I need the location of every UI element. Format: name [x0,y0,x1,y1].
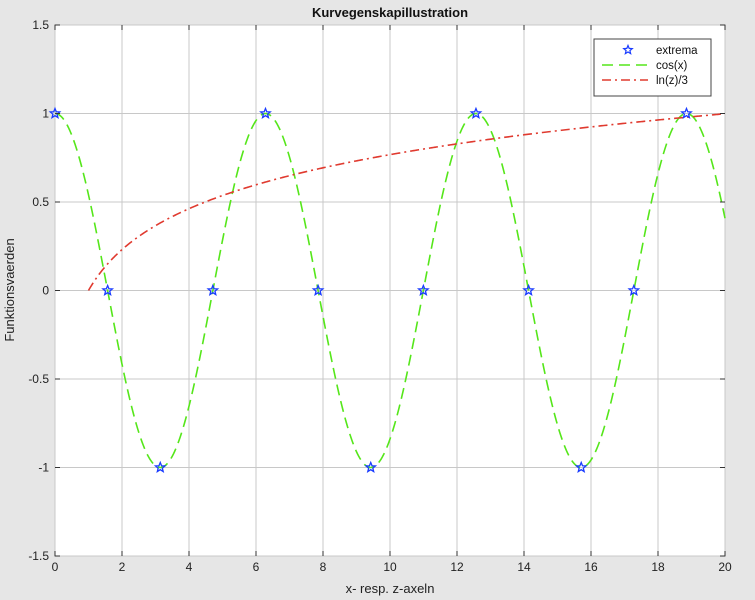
series-line [54,112,726,469]
y-axis-ticks: -1.5 -1 -0.5 0 0.5 1 1.5 [28,18,725,563]
x-tick-label: 10 [383,560,397,574]
legend-marker [622,43,634,55]
y-axis-label: Funktionsvaerden [2,238,17,341]
x-axis-ticks: 0 2 4 6 8 10 12 14 16 18 20 [52,25,732,574]
y-tick-label: -1 [38,461,49,475]
extrema-markers [48,106,693,473]
x-axis-label: x- resp. z-axeln [346,581,435,596]
y-tick-label: -0.5 [28,372,49,386]
x-tick-label: 6 [253,560,260,574]
data-point [522,283,535,296]
x-tick-label: 4 [186,560,193,574]
data-point [48,106,62,119]
x-tick-label: 12 [450,560,464,574]
data-point [311,283,325,296]
data-point [101,283,115,296]
legend-label: ln(z)/3 [656,75,688,87]
y-tick-label: 0 [42,284,49,298]
chart-title: Kurvegenskapillustration [312,5,468,20]
y-tick-label: 0.5 [32,195,49,209]
legend-label: cos(x) [656,60,687,72]
x-tick-label: 8 [320,560,327,574]
x-tick-label: 14 [517,560,531,574]
x-tick-label: 20 [718,560,732,574]
data-point [259,106,272,119]
legend: extrema cos(x) ln(z)/3 [593,38,712,97]
legend-box [593,38,712,97]
series-line [87,112,726,291]
data-point [416,283,430,296]
x-tick-label: 16 [584,560,598,574]
y-tick-label: -1.5 [28,549,49,563]
data-point [627,283,641,296]
x-tick-label: 0 [52,560,59,574]
series-layer [54,112,726,469]
data-point [364,460,378,473]
data-point [153,460,167,473]
data-point [574,460,588,473]
data-point [469,106,483,119]
data-point [680,106,693,119]
y-tick-label: 1 [42,107,49,121]
legend-label: extrema [656,45,698,57]
data-point [206,283,220,296]
x-tick-label: 2 [119,560,126,574]
x-tick-label: 18 [651,560,665,574]
y-tick-label: 1.5 [32,18,49,32]
